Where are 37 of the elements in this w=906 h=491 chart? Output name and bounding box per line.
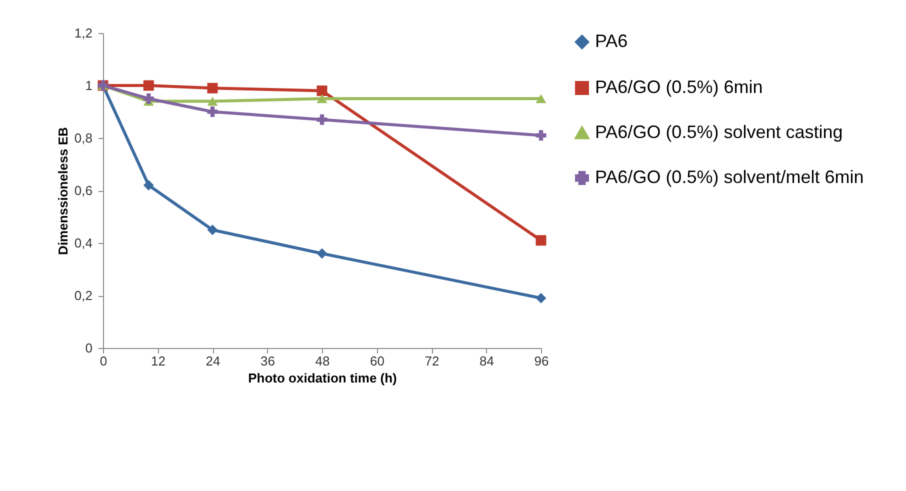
y-tick-label: 0,8 [74,130,92,146]
point [207,82,218,94]
x-tick-label: 48 [315,354,330,368]
y-tick-label: 0 [85,340,92,356]
point [536,292,546,304]
point [316,248,328,259]
point [536,130,546,141]
x-tick-label: 36 [260,354,275,368]
point [316,86,328,96]
point [316,94,328,104]
legend-label: PA6/GO (0.5%) solvent/melt 6min [595,167,864,187]
x-tick-label: 24 [206,354,220,368]
y-tick-label: 0,2 [74,288,92,303]
y-axis-title: Dimenssioneless EB [55,127,70,255]
legend-label: PA6 [595,31,628,51]
point [207,106,218,117]
x-axis-title: Photo oxidation time (h) [248,370,397,386]
y-tick-label: 0,6 [74,183,92,198]
point [536,94,546,104]
point [536,235,546,246]
x-tick-label: 60 [370,354,384,368]
y-tick-label: 0,4 [74,236,92,250]
x-tick-label: 84 [480,354,494,368]
x-tick-label: 12 [151,354,166,368]
point [143,93,154,104]
legend-label: PA6/GO (0.5%) 6min [595,77,763,97]
point [143,80,154,91]
point [207,224,218,236]
point [316,114,328,125]
legend-label: PA6/GO (0.5%) solvent casting [595,122,843,142]
x-tick-label: 72 [424,354,440,368]
x-tick-label: 0 [100,354,108,368]
point [207,96,218,106]
y-tick-label: 1 [85,78,92,93]
point [143,180,154,190]
x-tick-label: 96 [534,354,549,368]
y-tick-label: 1,2 [74,26,92,40]
